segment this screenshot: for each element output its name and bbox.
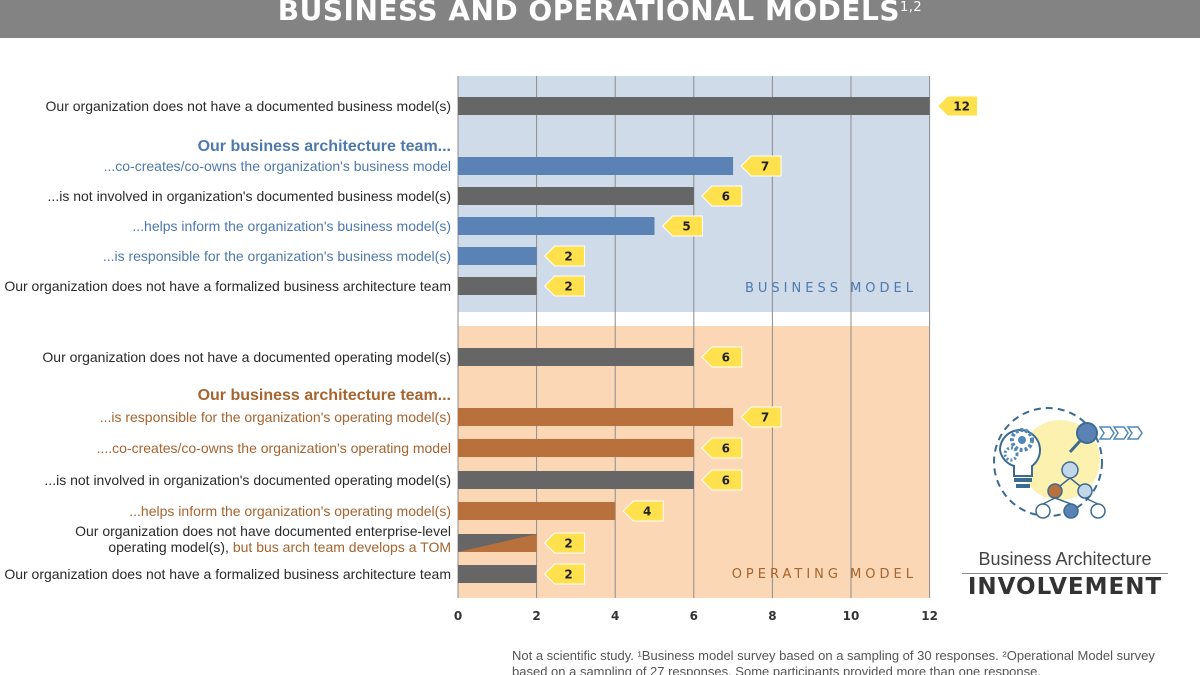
value-tag [740, 406, 782, 428]
row-label: ...is not involved in organization's doc… [44, 472, 451, 488]
data-label: 2 [564, 250, 572, 264]
data-label: 7 [761, 411, 769, 425]
hierarchy-link [1042, 497, 1056, 505]
bar [458, 502, 616, 520]
x-tick-label: 0 [454, 609, 462, 623]
bar [458, 408, 734, 426]
bar [458, 439, 694, 457]
x-tick-label: 4 [611, 609, 619, 623]
value-tag [661, 215, 703, 237]
page-title: BUSINESS AND OPERATIONAL MODELS1,2 [277, 0, 923, 27]
value-tag [543, 245, 586, 267]
title-bar: BUSINESS AND OPERATIONAL MODELS1,2 [0, 0, 1200, 38]
data-label: 6 [722, 351, 730, 365]
x-tick-label: 8 [768, 609, 776, 623]
data-label: 6 [722, 474, 730, 488]
value-tag [543, 563, 586, 585]
value-tag [543, 532, 586, 554]
bar [458, 277, 537, 295]
value-tag [701, 437, 743, 459]
row-label: Our organization does not have a formali… [4, 278, 451, 294]
logo-subtitle: INVOLVEMENT [967, 574, 1163, 600]
value-tag [543, 275, 586, 297]
row-label: ...is responsible for the organization's… [100, 409, 451, 425]
bar [458, 471, 694, 489]
lightbulb-gear-hierarchy-icon [993, 407, 1143, 519]
hierarchy-node [1063, 503, 1079, 519]
x-tick-label: 12 [921, 609, 938, 623]
hierarchy-link [1054, 497, 1072, 505]
bar [458, 348, 694, 366]
row-label: ...helps inform the organization's busin… [132, 218, 451, 234]
x-tick-label: 2 [532, 609, 540, 623]
logo-title: Business Architecture [978, 549, 1152, 569]
data-label: 5 [682, 220, 690, 234]
data-label: 12 [953, 100, 970, 114]
hierarchy-node [1047, 483, 1063, 499]
business-model-label: BUSINESS MODEL [745, 281, 917, 296]
magnifier-icon [1076, 422, 1098, 444]
row-label: Our organization does not have a documen… [46, 98, 451, 114]
row-label: Our organization does not have a formali… [4, 566, 451, 582]
chevron-arrow-icon [1098, 426, 1115, 440]
row-label-part: operating model(s), [108, 539, 233, 555]
logo-divider [962, 573, 1168, 574]
bar [458, 187, 694, 205]
hierarchy-node [1061, 461, 1079, 479]
row-label: ...is not involved in organization's doc… [48, 188, 451, 204]
gear-icon [1010, 428, 1034, 452]
chevron-arrow-icon [1112, 426, 1129, 440]
x-tick-label: 10 [843, 609, 860, 623]
data-label: 2 [564, 280, 572, 294]
data-label: 7 [761, 160, 769, 174]
value-tag [701, 185, 743, 207]
row-label: Our organization does not have a documen… [42, 349, 451, 365]
row-label-line2: operating model(s), but bus arch team de… [108, 539, 451, 555]
hierarchy-node [1090, 503, 1106, 519]
chevron-arrow-icon [1126, 426, 1143, 440]
bulb-base [1016, 484, 1030, 488]
data-label: 6 [722, 190, 730, 204]
value-tag [701, 469, 743, 491]
hierarchy-node [1035, 503, 1051, 519]
bar [458, 247, 537, 265]
value-tag [740, 155, 782, 177]
hierarchy-link [1084, 497, 1099, 505]
gear-hub [1018, 436, 1026, 444]
row-label: ....co-creates/co-owns the organization'… [97, 440, 451, 456]
title-superscript: 1,2 [900, 0, 923, 15]
bulb-base [1014, 478, 1032, 482]
value-tag [622, 500, 664, 522]
magnifier-handle [1068, 439, 1082, 454]
row-label-part: but bus arch team develops a TOM [233, 539, 451, 555]
row-label: ...helps inform the organization's opera… [129, 503, 451, 519]
row-label: Our organization does not have documente… [75, 523, 451, 539]
bar [458, 565, 537, 583]
row-label: ...is responsible for the organization's… [103, 248, 451, 264]
hierarchy-node [1077, 483, 1093, 499]
bar-split-overlay [458, 534, 537, 552]
value-tag [701, 346, 743, 368]
footnote: Not a scientific study. ¹Business model … [512, 648, 1155, 675]
data-label: 6 [722, 442, 730, 456]
section-heading: Our business architecture team... [198, 138, 451, 155]
data-label: 2 [564, 537, 572, 551]
section-heading: Our business architecture team... [198, 387, 451, 404]
row-label: ...co-creates/co-owns the organization's… [104, 158, 451, 174]
value-tag [936, 95, 979, 117]
x-tick-label: 6 [690, 609, 698, 623]
operating-model-label: OPERATING MODEL [732, 567, 917, 582]
bar [458, 217, 655, 235]
data-label: 2 [564, 568, 572, 582]
data-label: 4 [643, 505, 651, 519]
bar [458, 157, 734, 175]
gear-icon [1003, 446, 1019, 462]
bar [458, 97, 930, 115]
